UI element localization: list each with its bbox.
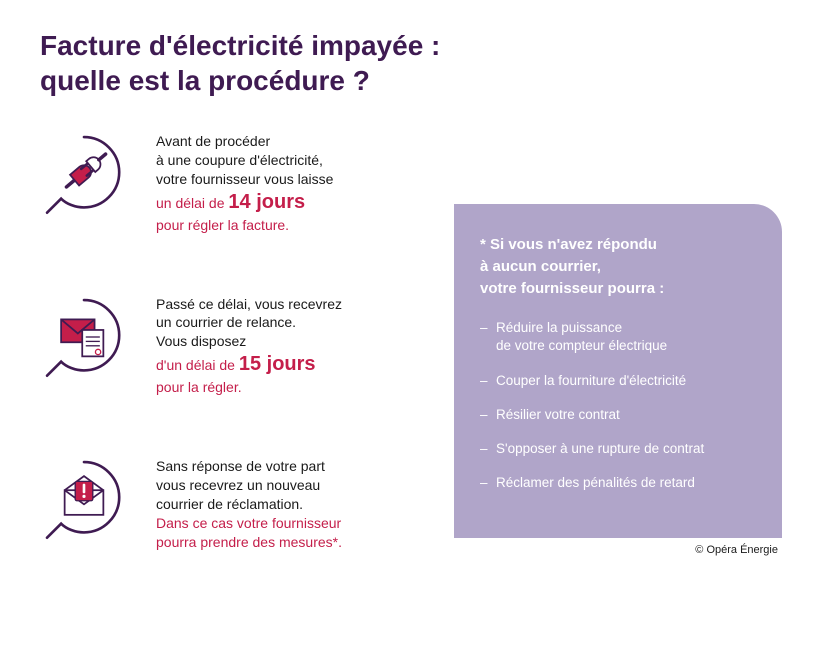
step-1-accent-line2: pour régler la facture. bbox=[156, 216, 333, 235]
step-3-text: Sans réponse de votre partvous recevrez … bbox=[156, 455, 342, 551]
step-3: Sans réponse de votre partvous recevrez … bbox=[40, 455, 440, 551]
step-1-dark: Avant de procéderà une coupure d'électri… bbox=[156, 133, 333, 187]
panel-item-4: Réclamer des pénalités de retard bbox=[480, 474, 756, 492]
steps-column: Avant de procéderà une coupure d'électri… bbox=[40, 130, 440, 552]
step-2: Passé ce délai, vous recevrezun courrier… bbox=[40, 293, 440, 398]
step-1: Avant de procéderà une coupure d'électri… bbox=[40, 130, 440, 235]
step-2-text: Passé ce délai, vous recevrezun courrier… bbox=[156, 293, 342, 398]
panel-item-0: Réduire la puissancede votre compteur él… bbox=[480, 319, 756, 355]
panel-item-3: S'opposer à une rupture de contrat bbox=[480, 440, 756, 458]
step-1-accent-big: 14 jours bbox=[228, 191, 305, 213]
step-1-text: Avant de procéderà une coupure d'électri… bbox=[156, 130, 333, 235]
plug-icon bbox=[40, 130, 128, 218]
panel-list: Réduire la puissancede votre compteur él… bbox=[480, 319, 756, 492]
consequences-panel: * Si vous n'avez réponduà aucun courrier… bbox=[454, 204, 782, 538]
panel-heading: * Si vous n'avez réponduà aucun courrier… bbox=[480, 234, 756, 299]
credit-line: © Opéra Énergie bbox=[695, 544, 778, 556]
step-3-dark: Sans réponse de votre partvous recevrez … bbox=[156, 458, 325, 512]
envelope-alert-icon bbox=[40, 455, 128, 543]
page-title: Facture d'électricité impayée : quelle e… bbox=[40, 28, 440, 98]
panel-item-1: Couper la fourniture d'électricité bbox=[480, 372, 756, 390]
step-1-accent-pre: un délai de bbox=[156, 195, 228, 211]
envelope-doc-icon bbox=[40, 293, 128, 381]
step-3-accent-line2: Dans ce cas votre fournisseurpourra pren… bbox=[156, 514, 342, 552]
title-line1: Facture d'électricité impayée : bbox=[40, 30, 440, 61]
step-2-accent-big: 15 jours bbox=[239, 353, 316, 375]
panel-item-2: Résilier votre contrat bbox=[480, 406, 756, 424]
step-2-accent-line2: pour la régler. bbox=[156, 378, 342, 397]
step-2-dark: Passé ce délai, vous recevrezun courrier… bbox=[156, 296, 342, 350]
step-2-accent-pre: d'un délai de bbox=[156, 357, 239, 373]
title-line2: quelle est la procédure ? bbox=[40, 65, 370, 96]
